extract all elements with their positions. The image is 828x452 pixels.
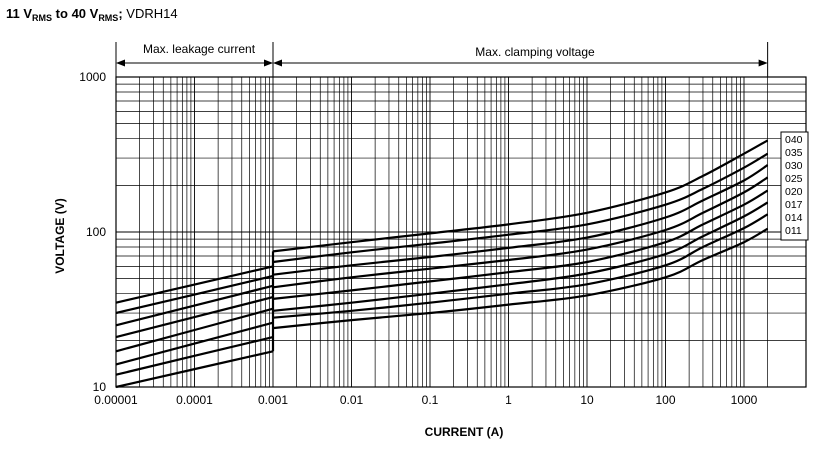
leakage-arrow-head-right	[264, 59, 273, 67]
leakage-curve-040	[115, 265, 274, 304]
series-020	[115, 189, 769, 353]
title-product: VDRH14	[126, 6, 178, 21]
title-sub-to: RMS	[98, 13, 119, 23]
series-layer	[115, 139, 769, 389]
y-tick-label: 10	[93, 380, 107, 394]
x-tick-label: 0.00001	[94, 393, 138, 407]
x-tick-label: 0.1	[422, 393, 439, 407]
y-axis-title: VOLTAGE (V)	[53, 198, 67, 274]
clamping-curve-035	[272, 152, 769, 264]
legend-entry-014: 014	[785, 212, 803, 224]
legend-entry-030: 030	[785, 160, 803, 172]
leakage-curve-030	[115, 284, 274, 327]
title-to-word: to	[55, 6, 68, 21]
legend-entry-017: 017	[785, 199, 803, 211]
x-tick-label: 10	[580, 393, 594, 407]
clamping-curve-020	[272, 189, 769, 300]
clamping-arrow-head-right	[758, 59, 768, 67]
legend-entry-025: 025	[785, 173, 803, 185]
leakage-curve-014	[115, 336, 274, 376]
tick-label-layer: 0.00001 0.0001 0.001 0.01 0.1 1 10 100 1000 10 100…	[79, 70, 757, 407]
annotation-leakage: Max. leakage current	[143, 42, 256, 56]
y-tick-label: 100	[86, 225, 106, 239]
annotation-clamping: Max. clamping voltage	[475, 45, 595, 59]
clamping-arrow-head-left	[273, 59, 282, 67]
title-range-from: 11 V	[6, 6, 33, 21]
grid-layer	[115, 76, 806, 388]
series-014	[115, 213, 769, 376]
leakage-curve-020	[115, 307, 274, 353]
title-range-to: 40 V	[71, 6, 99, 21]
leakage-curve-025	[115, 296, 274, 339]
clamping-curve-040	[272, 139, 769, 253]
leakage-arrow-head-left	[116, 59, 125, 67]
legend-box	[780, 131, 809, 241]
legend-entry-040: 040	[785, 134, 803, 146]
x-tick-label: 0.0001	[176, 393, 213, 407]
clamping-curve-011	[272, 227, 769, 330]
series-030	[115, 164, 769, 327]
annotation-layer: Max. leakage current Max. clamping volta…	[115, 42, 769, 77]
x-tick-label: 100	[655, 393, 675, 407]
y-tick-label: 1000	[79, 70, 106, 84]
chart-title: 11 VRMS to 40 VRMS; VDRH14	[6, 6, 178, 23]
clamping-curve-014	[272, 213, 769, 319]
series-035	[115, 152, 769, 315]
series-011	[115, 227, 769, 389]
clamping-curve-025	[272, 176, 769, 289]
series-040	[115, 139, 769, 304]
x-tick-label: 0.01	[340, 393, 364, 407]
leakage-curve-011	[115, 350, 274, 389]
clamping-curve-017	[272, 201, 769, 312]
series-017	[115, 201, 769, 366]
legend-entry-011: 011	[785, 225, 802, 237]
x-tick-label: 1	[505, 393, 512, 407]
x-tick-label: 0.001	[258, 393, 288, 407]
legend-entry-020: 020	[785, 186, 803, 198]
leakage-curve-017	[115, 321, 274, 366]
x-tick-label: 1000	[731, 393, 758, 407]
series-025	[115, 176, 769, 339]
leakage-curve-035	[115, 274, 274, 315]
clamping-curve-030	[272, 164, 769, 276]
title-sub-from: RMS	[32, 13, 53, 23]
legend-entry-035: 035	[785, 147, 803, 159]
x-axis-title: CURRENT (A)	[425, 425, 504, 439]
